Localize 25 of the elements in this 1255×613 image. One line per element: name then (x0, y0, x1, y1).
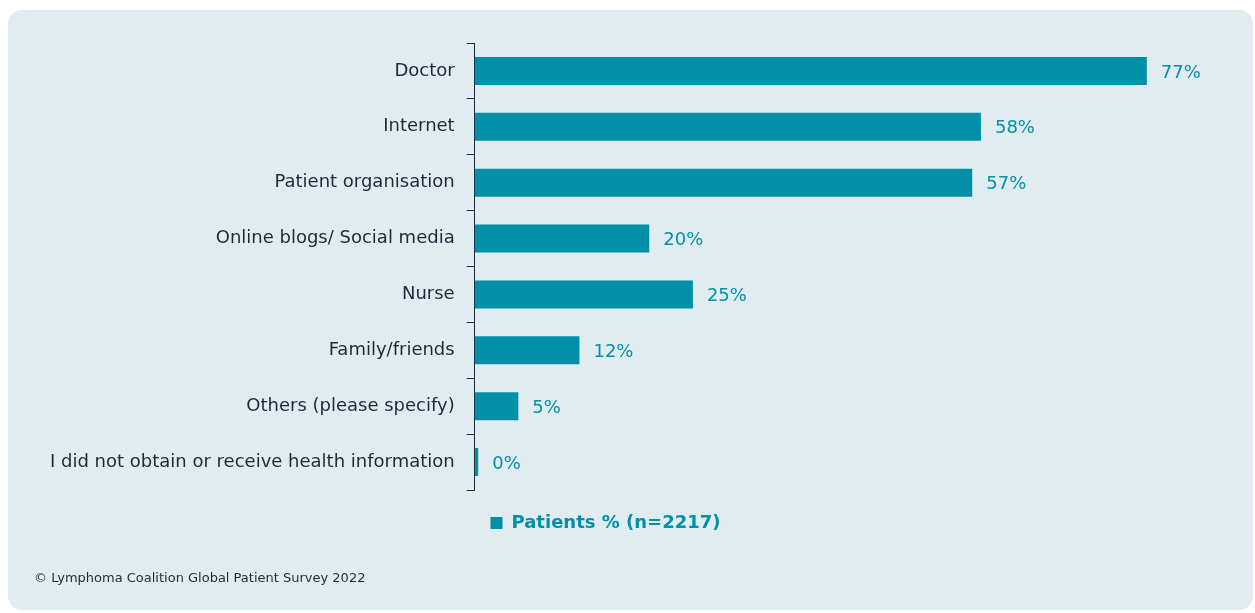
y-tick-label: I did not obtain or receive health information (50, 449, 455, 471)
y-tick-label: Doctor (394, 58, 456, 80)
y-tick-label: Nurse (401, 282, 455, 304)
y-tick-label: Others (please specify) (246, 393, 455, 415)
y-tick-label: Patient organisation (274, 170, 455, 192)
data-label: 12% (593, 339, 634, 361)
data-label: 57% (986, 172, 1027, 194)
bar (474, 392, 519, 421)
y-tick-label: Internet (383, 114, 455, 136)
bar (474, 280, 693, 309)
data-label: 77% (1160, 60, 1201, 82)
data-label: 0% (492, 451, 521, 473)
y-tick-label: Family/friends (328, 337, 455, 359)
bar (474, 224, 650, 253)
data-label: 58% (994, 116, 1035, 138)
bar (474, 168, 973, 197)
data-label: 25% (706, 284, 747, 306)
data-label: 20% (663, 228, 704, 250)
data-label: 5% (532, 395, 561, 417)
bar (474, 112, 981, 141)
legend-label: Patients % (n=2217) (511, 510, 721, 532)
y-tick-label: Online blogs/ Social media (215, 226, 455, 248)
bar (474, 56, 1147, 85)
text: © Lymphoma Coalition Global Patient Survey 2022 (34, 570, 366, 585)
bar (474, 336, 580, 365)
